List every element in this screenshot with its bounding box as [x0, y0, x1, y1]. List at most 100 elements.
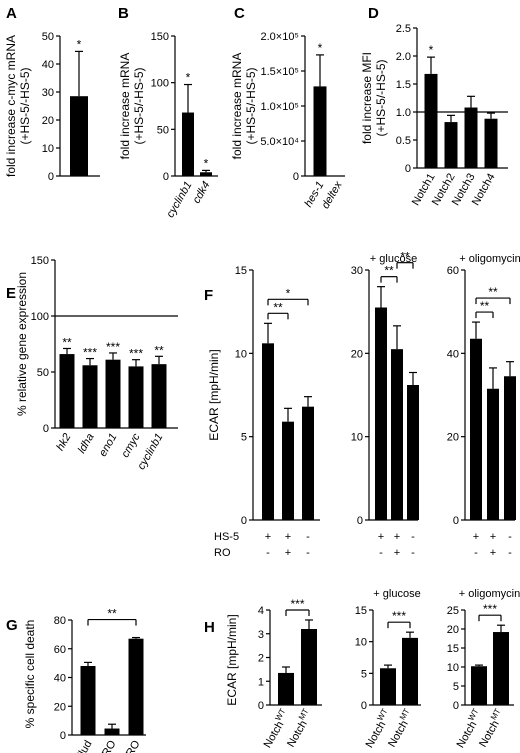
y-axis-label: (+HS-5/-HS-5) [374, 59, 388, 136]
category-label-base: Notch [386, 719, 411, 750]
condition-sign: + [394, 531, 400, 543]
condition-sign: - [306, 531, 310, 543]
subpanel-title: + glucose [370, 253, 417, 265]
bar [470, 338, 482, 520]
panel-label-b: B [118, 5, 129, 22]
y-tick-label: 0 [48, 171, 54, 183]
significance-label: ** [488, 285, 498, 299]
y-tick-label: 50 [157, 124, 169, 136]
condition-sign: - [379, 547, 383, 559]
bar [380, 668, 396, 705]
y-tick-label: 5 [453, 681, 459, 693]
y-tick-label: 60 [447, 265, 459, 277]
condition-row-label: HS-5 [214, 531, 239, 543]
y-tick-label: 5 [361, 668, 367, 680]
significance-label: *** [483, 602, 497, 616]
y-axis-label: (+HS-5/-HS-5) [132, 67, 146, 144]
y-tick-label: 150 [31, 255, 49, 267]
y-axis-label: % specific cell death [23, 620, 37, 729]
category-label-gene: hk2 [54, 432, 73, 453]
category-label: NotchMT [383, 707, 416, 749]
y-tick-label: 0 [453, 515, 459, 527]
condition-sign: - [266, 547, 270, 559]
bar [391, 349, 403, 520]
category-label-superscript: MT [489, 707, 503, 722]
y-tick-label: 0 [43, 423, 49, 435]
significance-label: ** [400, 250, 410, 264]
bar [128, 366, 144, 428]
bar [402, 637, 418, 705]
y-tick-label: 2.0 [396, 51, 411, 63]
bar [301, 629, 317, 705]
bar [444, 122, 458, 168]
bar [375, 307, 387, 520]
condition-sign: - [306, 547, 310, 559]
category-label-base: Notch [364, 719, 389, 750]
bar [484, 118, 498, 168]
y-axis-label: (+HS-5/-HS-5) [18, 67, 32, 144]
significance-label: *** [83, 346, 97, 360]
y-tick-label: 0 [241, 515, 247, 527]
panel-label-c: C [234, 5, 245, 22]
condition-row-label: RO [214, 547, 231, 559]
bar [105, 359, 121, 428]
y-tick-label: 4 [258, 605, 264, 617]
y-tick-label: 0 [60, 730, 66, 742]
y-tick-label: 100 [151, 78, 169, 90]
panel-label-f: F [204, 287, 213, 304]
y-axis-label: fold increase mRNA [230, 53, 244, 160]
y-tick-label: 10 [42, 143, 54, 155]
y-axis-label: ECAR [mpH/min] [225, 614, 239, 705]
bar [104, 728, 120, 735]
category-label: NotchMT [282, 707, 315, 749]
y-tick-label: 40 [54, 673, 66, 685]
y-tick-label: 20 [447, 432, 459, 444]
category-label-superscript: MT [398, 707, 412, 722]
category-label-gene: cmyc [119, 431, 142, 460]
significance-label: * [286, 286, 291, 300]
panel-label-g: G [6, 617, 18, 634]
y-tick-label: 0 [357, 515, 363, 527]
y-tick-label: 0 [258, 700, 264, 712]
y-tick-label: 0 [361, 700, 367, 712]
bar [70, 96, 88, 176]
significance-label: * [186, 71, 191, 85]
y-tick-label: 50 [42, 31, 54, 43]
category-label-gene: eno1 [97, 432, 120, 459]
category-label-gene: ldha [76, 432, 97, 456]
condition-sign: + [285, 531, 291, 543]
category-label-base: Notch [455, 719, 480, 750]
y-tick-label: 40 [447, 348, 459, 360]
bar [471, 666, 487, 705]
significance-label: * [77, 37, 82, 51]
y-tick-label: 5 [241, 432, 247, 444]
bar [151, 364, 167, 428]
subpanel-title: + oligomycin [459, 253, 520, 265]
significance-label: *** [106, 340, 120, 354]
bar [128, 638, 144, 735]
significance-label: *** [290, 597, 304, 611]
y-tick-label: 0 [405, 163, 411, 175]
y-tick-label: 20 [447, 624, 459, 636]
y-tick-label: 1.5 [396, 79, 411, 91]
y-tick-label: 15 [355, 605, 367, 617]
significance-label: ** [384, 264, 394, 278]
panel-label-a: A [6, 5, 17, 22]
y-tick-label: 100 [31, 311, 49, 323]
bar [504, 376, 516, 520]
category-label-superscript: WT [375, 707, 389, 722]
significance-label: * [204, 156, 209, 170]
condition-sign: - [411, 547, 415, 559]
y-tick-label: 3 [258, 629, 264, 641]
category-label-superscript: MT [297, 707, 311, 722]
y-axis-label: ECAR [mpH/min] [207, 349, 221, 440]
category-label-superscript: WT [466, 707, 480, 722]
y-tick-label: 25 [447, 605, 459, 617]
significance-label: ** [62, 335, 72, 349]
bar [200, 172, 212, 176]
y-tick-label: 0 [453, 700, 459, 712]
bar [262, 343, 274, 520]
y-tick-label: 2.0×10⁵ [260, 31, 299, 43]
panel-label-e: E [6, 285, 16, 302]
